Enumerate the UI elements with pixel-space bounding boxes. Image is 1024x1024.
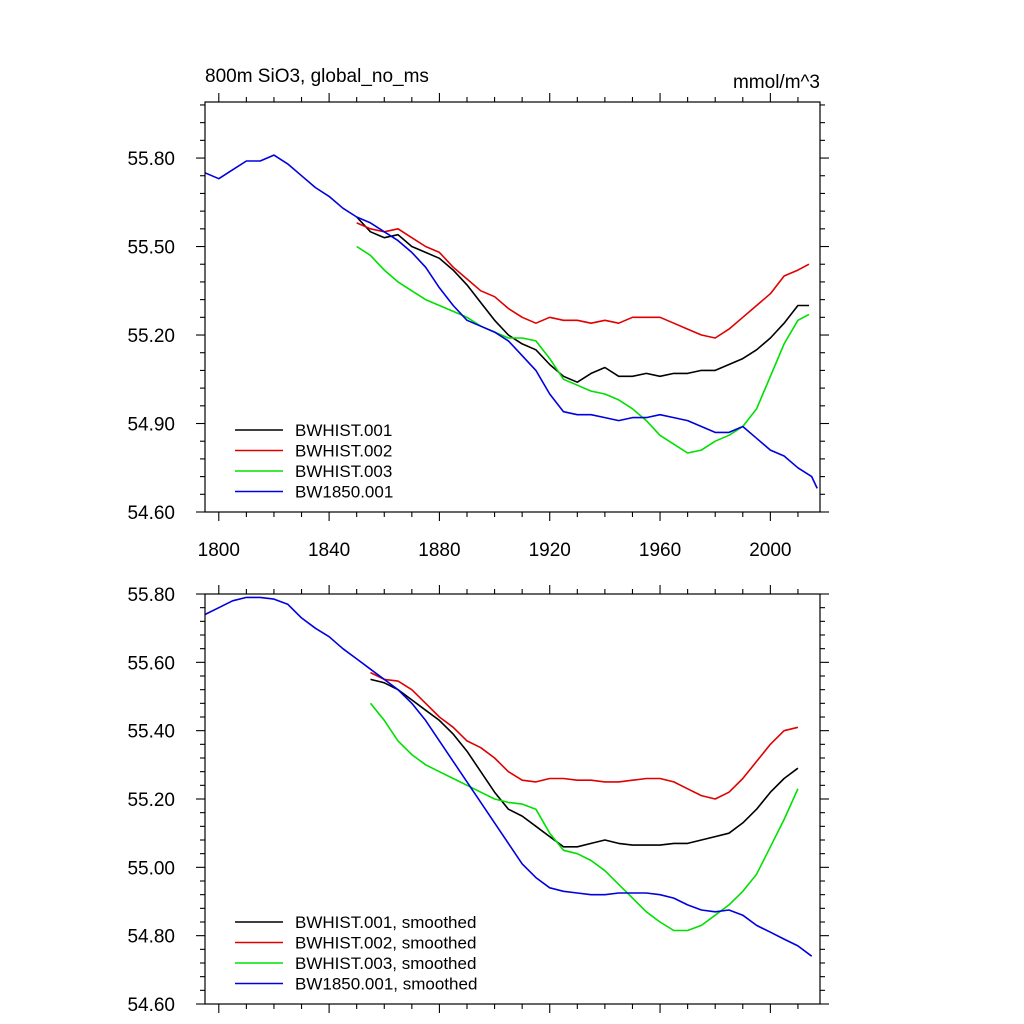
- series-line-bw1850-001: [204, 154, 818, 489]
- x-tick-label: 2000: [749, 540, 791, 561]
- legend-label: BW1850.001, smoothed: [295, 975, 477, 994]
- top-chart-panel: 800m SiO3, global_no_ms mmol/m^3 1800 184…: [127, 66, 829, 561]
- legend-label: BWHIST.003: [295, 462, 392, 481]
- series-line-bwhist-002: [356, 222, 810, 339]
- series-line-bwhist-003: [369, 702, 799, 932]
- bottom-axis-ticks: 54.60 54.80 55.00 55.20 55.40 55.60 55.80: [127, 585, 829, 1016]
- series-line-bwhist-002: [370, 671, 799, 800]
- bottom-plot-frame: [204, 593, 821, 1005]
- series-line-bw1850-001: [204, 596, 813, 957]
- bottom-series-lines: [204, 596, 813, 957]
- series-line-bwhist-003: [356, 245, 810, 454]
- x-tick-label: 1840: [308, 540, 350, 561]
- y-tick-label: 55.20: [127, 790, 175, 811]
- y-tick-label: 54.80: [127, 927, 175, 948]
- y-tick-label: 55.00: [127, 858, 175, 879]
- y-tick-label: 55.80: [127, 149, 175, 170]
- legend-label: BW1850.001: [295, 483, 393, 502]
- legend-label: BWHIST.003, smoothed: [295, 954, 476, 973]
- top-series-lines: [204, 154, 818, 489]
- legend-label: BWHIST.001: [295, 421, 392, 440]
- bottom-legend: BWHIST.001, smoothed BWHIST.002, smoothed…: [235, 913, 477, 994]
- x-tick-label: 1880: [418, 540, 460, 561]
- series-line-bwhist-001: [370, 678, 799, 848]
- y-tick-label: 54.60: [127, 503, 175, 524]
- x-tick-label: 1800: [198, 540, 240, 561]
- top-axis-ticks: 1800 1840 1880 1920 1960 2000 54.60 54.90 55.20 5…: [127, 93, 829, 561]
- x-tick-label: 1920: [529, 540, 571, 561]
- y-tick-label: 54.90: [127, 415, 175, 436]
- y-tick-label: 54.60: [127, 995, 175, 1016]
- y-tick-label: 55.80: [127, 585, 175, 606]
- y-tick-label: 55.50: [127, 238, 175, 259]
- y-tick-label: 55.60: [127, 653, 175, 674]
- y-tick-label: 55.40: [127, 722, 175, 743]
- bottom-chart-panel: 54.60 54.80 55.00 55.20 55.40 55.60 55.80 BWHI…: [127, 585, 829, 1016]
- series-line-bwhist-001: [356, 216, 809, 384]
- legend-label: BWHIST.001, smoothed: [295, 913, 476, 932]
- chart-title: 800m SiO3, global_no_ms: [205, 66, 429, 87]
- legend-label: BWHIST.002: [295, 442, 392, 461]
- chart-units: mmol/m^3: [733, 72, 820, 93]
- y-tick-label: 55.20: [127, 326, 175, 347]
- x-tick-label: 1960: [639, 540, 681, 561]
- legend-label: BWHIST.002, smoothed: [295, 934, 476, 953]
- top-plot-frame: [204, 101, 821, 513]
